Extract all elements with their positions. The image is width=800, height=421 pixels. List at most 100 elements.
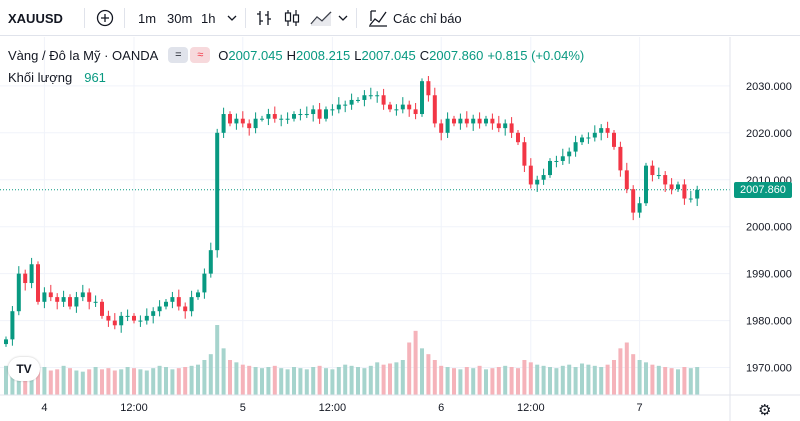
volume-bar <box>42 367 47 395</box>
area-icon <box>310 11 332 26</box>
volume-bar <box>144 370 149 395</box>
volume-bar <box>247 365 252 395</box>
candle-body <box>240 118 245 124</box>
volume-bar <box>336 367 341 395</box>
volume-bar <box>439 365 444 395</box>
volume-bar <box>375 362 380 395</box>
candle-body <box>509 123 514 133</box>
gear-icon[interactable]: ⚙ <box>758 402 772 419</box>
volume-bar <box>10 369 15 395</box>
candle-body <box>439 123 444 133</box>
volume-bar <box>618 348 623 395</box>
candle-body <box>196 292 200 298</box>
volume-bar <box>535 364 540 395</box>
price-tick-label: 1980.000 <box>746 316 792 328</box>
volume-bar <box>317 365 322 395</box>
candle-body <box>16 273 21 312</box>
candle-body <box>189 297 194 312</box>
price-axis[interactable]: 2030.0002020.0002010.0002000.0001990.000… <box>729 37 792 421</box>
volume-bar <box>87 369 92 395</box>
legend-title: Vàng / Đô la Mỹ · OANDA <box>8 47 159 63</box>
candle-body <box>464 118 469 124</box>
candle-body <box>663 175 668 185</box>
time-tick-label: 12:00 <box>517 402 545 414</box>
volume-bar <box>580 363 584 395</box>
candle-body <box>426 81 431 96</box>
tradingview-logo-icon[interactable]: TV <box>8 357 40 381</box>
timeframe-label: 30m <box>167 10 193 26</box>
bar-type-dropdown[interactable] <box>338 0 348 36</box>
volume-bar <box>36 369 40 395</box>
volume-label: Khối lượng <box>8 69 73 85</box>
volume-bar <box>509 367 514 395</box>
timeframe-label: 1m <box>138 10 157 26</box>
timeframe-dropdown[interactable] <box>227 0 237 36</box>
volume-bar <box>356 367 360 395</box>
volume-bar <box>48 370 53 395</box>
volume-bar <box>631 354 636 395</box>
candle-body <box>317 109 322 119</box>
candle-body <box>106 315 111 321</box>
bar-type-bars[interactable] <box>256 0 272 36</box>
equals-icon[interactable]: = <box>168 47 189 63</box>
timeframe-1m[interactable]: 1m <box>138 0 156 36</box>
divider <box>124 8 125 28</box>
timeframe-30m[interactable]: 30m <box>167 0 192 36</box>
volume-bar <box>176 368 181 395</box>
candle-body <box>548 160 552 176</box>
candle-body <box>183 306 188 312</box>
candle-body <box>23 273 28 284</box>
volume-bar <box>452 368 456 395</box>
candle-body <box>484 118 488 124</box>
volume-bar <box>240 364 245 395</box>
price-chart[interactable]: 2030.0002020.0002010.0002000.0001990.000… <box>0 37 800 421</box>
candles-icon <box>284 10 300 26</box>
candle-body <box>368 95 373 97</box>
volume-bar <box>503 365 508 395</box>
candle-body <box>125 315 130 317</box>
candle-body <box>573 142 578 152</box>
indicators-icon <box>369 10 387 27</box>
approx-icon[interactable]: ≈ <box>190 47 211 63</box>
timeframe-1h[interactable]: 1h <box>201 0 215 36</box>
volume-bar <box>484 369 488 395</box>
candle-body <box>400 104 405 110</box>
candle-body <box>458 118 463 124</box>
volume-bar <box>586 364 591 395</box>
volume-bar <box>304 369 309 395</box>
bar-type-area[interactable] <box>310 0 332 36</box>
price-tick-label: 2030.000 <box>746 81 792 93</box>
volume-bar <box>228 360 232 395</box>
volume-bar <box>202 360 207 395</box>
volume-bar <box>125 367 130 395</box>
price-tick-label: 2000.000 <box>746 222 792 234</box>
candle-body <box>202 273 207 293</box>
compare-button[interactable] <box>96 0 114 36</box>
volume-bar <box>612 360 616 395</box>
candle-body <box>336 104 341 110</box>
volume-bar <box>196 364 200 395</box>
indicators-button[interactable]: Các chỉ báo <box>368 0 462 36</box>
symbol-search-button[interactable]: XAUUSD <box>8 0 63 36</box>
candle-body <box>279 118 284 120</box>
volume-bar <box>266 367 271 395</box>
volume-bar <box>253 367 258 395</box>
chart-grid <box>0 37 730 395</box>
volume-bar <box>388 363 392 395</box>
candle-body <box>381 95 386 105</box>
candle-body <box>452 118 456 124</box>
chevron-down-icon <box>227 15 237 21</box>
time-axis[interactable]: 4 12:00 5 12:00 6 12:00 7 <box>0 394 800 414</box>
volume-bar <box>151 368 156 395</box>
volume-bar <box>298 368 303 395</box>
price-tick-label: 1970.000 <box>746 363 792 375</box>
candle-body <box>477 118 482 124</box>
volume-bar <box>599 367 604 395</box>
bar-type-candles[interactable] <box>283 0 301 36</box>
volume-bar <box>260 368 264 395</box>
plus-circle-icon <box>96 9 114 27</box>
volume-bar <box>164 367 168 395</box>
volume-bar <box>490 368 495 395</box>
time-tick-label: 12:00 <box>319 402 347 414</box>
